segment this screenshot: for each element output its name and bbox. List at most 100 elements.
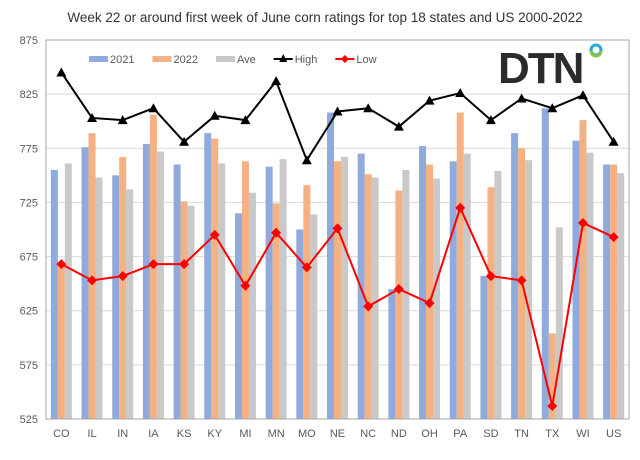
legend-label-low: Low bbox=[356, 54, 376, 66]
legend-label-high: High bbox=[295, 54, 318, 66]
marker-high bbox=[547, 103, 558, 113]
x-tick-label: IA bbox=[148, 428, 159, 440]
marker-low bbox=[363, 301, 374, 312]
x-tick-label: CO bbox=[53, 428, 70, 440]
bar-2022-pa bbox=[456, 112, 464, 420]
bar-2022-mn bbox=[272, 203, 280, 419]
bar-2021-nd bbox=[388, 289, 396, 419]
lines bbox=[56, 67, 619, 412]
marker-low bbox=[87, 275, 98, 286]
marker-low bbox=[56, 259, 67, 270]
marker-high bbox=[301, 155, 312, 165]
legend: 2021 2022 Ave High Low bbox=[89, 54, 377, 66]
bar-ave-pa bbox=[463, 153, 471, 419]
marker-high bbox=[516, 93, 527, 103]
legend-label-ave: Ave bbox=[237, 54, 256, 66]
legend-diamond-icon bbox=[340, 55, 349, 63]
marker-low bbox=[608, 232, 619, 243]
bar-ave-tx bbox=[555, 227, 563, 419]
marker-low bbox=[393, 284, 404, 295]
x-tick-label: NC bbox=[360, 428, 376, 440]
bar-ave-ia bbox=[156, 151, 164, 419]
bar-ave-mi bbox=[248, 192, 256, 419]
y-tick-label: 825 bbox=[20, 89, 38, 101]
x-tick-label: PA bbox=[453, 428, 468, 440]
bar-ave-ks bbox=[187, 205, 195, 419]
bar-ave-us bbox=[617, 173, 625, 419]
bar-ave-mn bbox=[279, 159, 287, 419]
marker-low bbox=[577, 218, 588, 229]
bar-2022-ne bbox=[334, 161, 341, 419]
bars bbox=[50, 108, 625, 420]
marker-high bbox=[363, 103, 374, 113]
marker-high bbox=[209, 110, 220, 120]
bar-ave-sd bbox=[494, 171, 502, 419]
bar-2022-co bbox=[57, 264, 65, 419]
bar-2021-il bbox=[81, 147, 89, 419]
bar-2021-ia bbox=[142, 143, 150, 419]
marker-high bbox=[393, 121, 404, 131]
bar-2021-mi bbox=[234, 213, 242, 419]
bar-2021-wi bbox=[572, 140, 580, 419]
bar-ave-il bbox=[95, 177, 103, 419]
x-axis: CO IL IN IA KS KY MI MN MO NE NC ND OH PA SD TN TX WI US bbox=[53, 428, 621, 440]
x-tick-label: KS bbox=[177, 428, 192, 440]
marker-high bbox=[577, 90, 588, 100]
marker-high bbox=[148, 103, 159, 113]
bar-2021-us bbox=[603, 164, 611, 419]
marker-low bbox=[209, 229, 220, 240]
bar-2022-ks bbox=[180, 201, 188, 419]
bar-ave-ky bbox=[218, 163, 226, 419]
dtn-logo-text: DTN bbox=[498, 44, 582, 93]
y-tick-label: 625 bbox=[20, 306, 38, 318]
y-tick-label: 775 bbox=[20, 143, 38, 155]
x-tick-label: MO bbox=[298, 428, 316, 440]
legend-swatch-2022 bbox=[152, 56, 172, 62]
marker-low bbox=[547, 401, 558, 412]
bar-2022-tx bbox=[548, 333, 556, 419]
marker-low bbox=[179, 259, 190, 270]
marker-high bbox=[87, 112, 98, 122]
bar-ave-tn bbox=[525, 160, 533, 419]
legend-swatch-ave bbox=[215, 56, 235, 62]
bar-2021-ne bbox=[327, 112, 334, 420]
plot-border bbox=[45, 39, 630, 420]
marker-low bbox=[240, 280, 251, 291]
x-tick-label: US bbox=[606, 428, 621, 440]
bar-2021-mn bbox=[265, 166, 273, 419]
bar-2021-pa bbox=[449, 161, 457, 419]
bar-ave-nd bbox=[402, 169, 410, 419]
y-axis: 525 575 625 675 725 775 825 875 bbox=[20, 35, 38, 426]
bar-2022-wi bbox=[579, 120, 587, 419]
bar-2021-tx bbox=[541, 108, 549, 419]
marker-high bbox=[179, 136, 190, 146]
legend-label-2022: 2022 bbox=[173, 54, 197, 66]
marker-high bbox=[608, 136, 619, 146]
bar-2021-co bbox=[50, 169, 58, 419]
x-tick-label: ND bbox=[391, 428, 407, 440]
bar-2021-ks bbox=[173, 164, 181, 419]
bar-2022-us bbox=[610, 164, 618, 419]
x-tick-label: SD bbox=[483, 428, 498, 440]
marker-high bbox=[424, 95, 435, 105]
bar-2021-ky bbox=[204, 133, 212, 419]
marker-high bbox=[332, 106, 343, 116]
bar-2021-sd bbox=[480, 276, 488, 419]
marker-low bbox=[424, 298, 435, 309]
marker-high bbox=[485, 115, 496, 125]
marker-low bbox=[332, 223, 343, 234]
logo-dot-accent bbox=[589, 50, 603, 58]
x-tick-label: KY bbox=[207, 428, 222, 440]
bar-ave-co bbox=[64, 163, 72, 419]
marker-high bbox=[240, 115, 251, 125]
legend-label-2021: 2021 bbox=[110, 54, 134, 66]
y-tick-label: 675 bbox=[20, 252, 38, 264]
x-tick-label: IN bbox=[117, 428, 128, 440]
legend-triangle-icon bbox=[279, 54, 288, 62]
bar-ave-wi bbox=[586, 152, 594, 420]
marker-high bbox=[271, 76, 282, 86]
legend-swatch-2021 bbox=[89, 56, 108, 62]
marker-high bbox=[117, 115, 128, 125]
x-tick-label: MN bbox=[268, 428, 285, 440]
